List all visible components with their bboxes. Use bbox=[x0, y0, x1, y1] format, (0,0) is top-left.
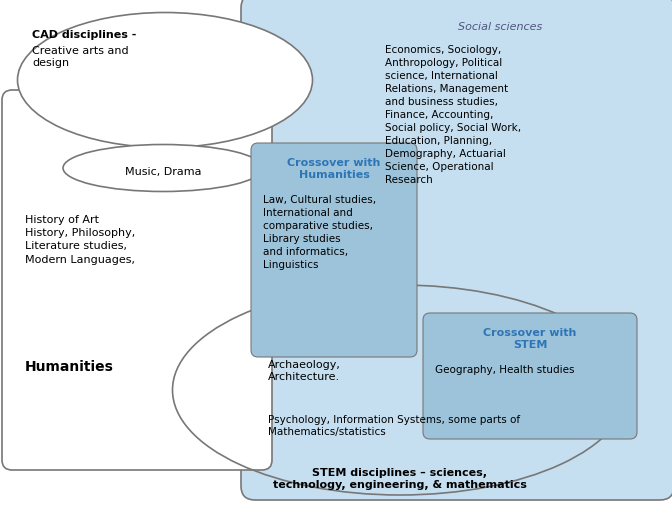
Text: Geography, Health studies: Geography, Health studies bbox=[435, 365, 575, 375]
Text: STEM disciplines – sciences,
technology, engineering, & mathematics: STEM disciplines – sciences, technology,… bbox=[273, 468, 527, 490]
Ellipse shape bbox=[17, 12, 312, 148]
Text: Archaeology,
Architecture.: Archaeology, Architecture. bbox=[268, 360, 341, 382]
FancyBboxPatch shape bbox=[423, 313, 637, 439]
Text: Social sciences: Social sciences bbox=[458, 22, 542, 32]
Text: History of Art
History, Philosophy,
Literature studies,
Modern Languages,: History of Art History, Philosophy, Lite… bbox=[25, 215, 135, 265]
Text: Psychology, Information Systems, some parts of
Mathematics/statistics: Psychology, Information Systems, some pa… bbox=[268, 415, 520, 437]
Text: Humanities: Humanities bbox=[25, 360, 114, 374]
Text: CAD disciplines -: CAD disciplines - bbox=[32, 30, 136, 40]
Text: Law, Cultural studies,
International and
comparative studies,
Library studies
an: Law, Cultural studies, International and… bbox=[263, 195, 376, 270]
FancyBboxPatch shape bbox=[241, 0, 672, 500]
FancyBboxPatch shape bbox=[2, 90, 272, 470]
Text: Economics, Sociology,
Anthropology, Political
science, International
Relations, : Economics, Sociology, Anthropology, Poli… bbox=[385, 45, 521, 186]
Text: Crossover with
Humanities: Crossover with Humanities bbox=[288, 158, 380, 179]
FancyBboxPatch shape bbox=[251, 143, 417, 357]
Text: Music, Drama: Music, Drama bbox=[125, 167, 201, 177]
Text: Crossover with
STEM: Crossover with STEM bbox=[483, 328, 577, 349]
Ellipse shape bbox=[63, 145, 263, 191]
Text: Creative arts and
design: Creative arts and design bbox=[32, 46, 128, 68]
